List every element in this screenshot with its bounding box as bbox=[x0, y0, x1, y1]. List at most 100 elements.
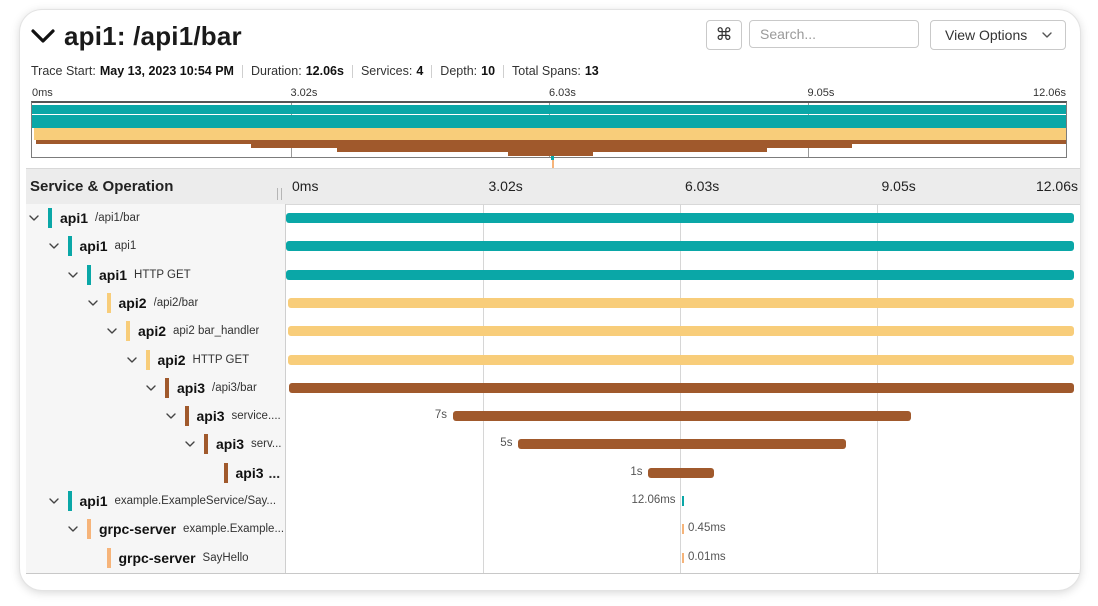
trace-title: api1: /api1/bar bbox=[64, 20, 242, 51]
span-service-name: api2 bbox=[118, 294, 147, 311]
expand-chevron-icon[interactable] bbox=[48, 496, 60, 506]
span-label-pane: api1/api1/bar api1 api1 api1 HTTP GET api2/ap… bbox=[26, 204, 286, 574]
span-duration-label: 5s bbox=[500, 437, 513, 450]
meta-separator bbox=[351, 64, 353, 78]
service-color-indicator bbox=[165, 377, 169, 398]
span-bar[interactable] bbox=[681, 496, 684, 506]
minimap-tick-label: 12.06s bbox=[1032, 87, 1066, 99]
meta-item: Total Spans: 13 bbox=[512, 64, 599, 78]
service-color-indicator bbox=[67, 491, 72, 511]
expand-chevron-icon[interactable] bbox=[145, 383, 157, 393]
span-row[interactable]: api3... bbox=[26, 459, 286, 487]
expand-chevron-icon[interactable] bbox=[165, 411, 177, 421]
expand-chevron-icon[interactable] bbox=[67, 524, 79, 534]
span-duration-label: 0.45ms bbox=[687, 522, 726, 535]
minimap-span-bar bbox=[551, 164, 554, 168]
expand-chevron-icon[interactable] bbox=[48, 241, 60, 251]
expand-chevron-icon[interactable] bbox=[67, 270, 79, 280]
span-service-name: api1 bbox=[79, 493, 108, 509]
span-row[interactable]: api2/api2/bar bbox=[26, 289, 286, 317]
meta-separator bbox=[241, 64, 243, 78]
minimap-span-bar bbox=[32, 105, 1066, 114]
span-row[interactable]: api3 serv... bbox=[26, 430, 286, 458]
meta-separator bbox=[431, 64, 433, 78]
timeline-tick-label: 9.05s bbox=[881, 178, 916, 194]
span-row[interactable]: api1 api1 bbox=[26, 232, 286, 260]
service-color-indicator bbox=[106, 292, 111, 313]
meta-value: 13 bbox=[584, 64, 599, 78]
span-duration-label: 0.01ms bbox=[687, 550, 726, 563]
meta-label: Services: bbox=[360, 64, 413, 78]
span-bar[interactable] bbox=[287, 326, 1074, 337]
meta-label: Depth: bbox=[440, 64, 478, 78]
expand-chevron-icon[interactable] bbox=[184, 439, 196, 449]
span-row[interactable]: api1/api1/bar bbox=[26, 204, 286, 232]
trace-minimap[interactable] bbox=[31, 101, 1067, 168]
span-operation-name: HTTP GET bbox=[192, 353, 250, 366]
view-options-button[interactable]: View Options bbox=[930, 20, 1066, 50]
expand-chevron-icon[interactable] bbox=[87, 298, 99, 308]
minimap-span-bar bbox=[32, 124, 1066, 128]
span-bar[interactable] bbox=[518, 439, 847, 450]
span-bar[interactable] bbox=[286, 269, 1074, 280]
span-service-name: api1 bbox=[99, 266, 128, 283]
span-duration-label: 12.06ms bbox=[631, 494, 676, 506]
span-service-name: api3 bbox=[235, 464, 264, 481]
span-row[interactable]: api1 HTTP GET bbox=[26, 261, 286, 289]
meta-item: Duration: 12.06s bbox=[251, 64, 344, 78]
span-bar[interactable] bbox=[286, 213, 1074, 223]
span-bar[interactable] bbox=[648, 467, 714, 478]
service-color-indicator bbox=[126, 321, 130, 342]
chevron-down-icon bbox=[1042, 32, 1052, 38]
expand-chevron-icon[interactable] bbox=[28, 213, 40, 223]
trace-title-row: api1: /api1/bar bbox=[30, 16, 242, 56]
meta-item: Services: 4 bbox=[361, 64, 423, 78]
service-color-indicator bbox=[184, 406, 189, 427]
span-operation-name: serv... bbox=[251, 438, 282, 451]
meta-label: Duration: bbox=[250, 64, 302, 78]
timeline-tick-label: 0ms bbox=[292, 178, 319, 194]
service-color-indicator bbox=[48, 208, 52, 228]
span-service-name: grpc-server bbox=[118, 549, 196, 566]
minimap-tick-label: 6.03s bbox=[549, 87, 576, 99]
span-row[interactable]: api2 api2 bar_handler bbox=[26, 317, 286, 345]
span-service-name: api3 bbox=[216, 436, 245, 453]
timeline-tick-label: 3.02s bbox=[488, 178, 523, 194]
meta-separator bbox=[503, 64, 505, 78]
span-row[interactable]: grpc-server SayHello bbox=[26, 544, 286, 572]
span-bar[interactable] bbox=[286, 241, 1074, 252]
span-bar[interactable] bbox=[289, 382, 1074, 393]
expand-chevron-icon[interactable] bbox=[126, 355, 138, 365]
minimap-span-bar bbox=[551, 160, 554, 164]
meta-item: Depth: 10 bbox=[440, 64, 495, 78]
meta-value: May 13, 2023 10:54 PM bbox=[99, 64, 234, 78]
span-operation-name: /api3/bar bbox=[212, 381, 257, 394]
span-duration-label: 7s bbox=[434, 409, 448, 422]
span-bar[interactable] bbox=[287, 297, 1074, 308]
collapse-chevron-icon[interactable] bbox=[30, 23, 56, 49]
span-rows: api1/api1/bar api1 api1 api1 HTTP GET api2/ap… bbox=[26, 204, 1080, 574]
span-service-name: api2 bbox=[138, 323, 167, 340]
meta-label: Total Spans: bbox=[512, 64, 581, 78]
span-row[interactable]: grpc-server example.Example... bbox=[26, 515, 286, 543]
span-bar[interactable] bbox=[681, 552, 684, 563]
span-row[interactable]: api3 service.... bbox=[26, 402, 286, 430]
span-row[interactable]: api1 example.ExampleService/Say... bbox=[26, 487, 286, 515]
meta-label: Trace Start: bbox=[31, 64, 96, 78]
span-bar[interactable] bbox=[287, 354, 1074, 365]
service-color-indicator bbox=[145, 349, 150, 370]
span-operation-name: SayHello bbox=[202, 551, 249, 564]
timeline-tick-label: 12.06s bbox=[1035, 178, 1078, 194]
span-row[interactable]: api2 HTTP GET bbox=[26, 346, 286, 374]
service-color-indicator bbox=[67, 236, 72, 257]
expand-chevron-icon[interactable] bbox=[106, 326, 118, 336]
span-row[interactable]: api3/api3/bar bbox=[26, 374, 286, 402]
timeline-tick-label: 6.03s bbox=[685, 178, 720, 194]
meta-value: 10 bbox=[481, 64, 496, 78]
command-palette-button[interactable]: ⌘ bbox=[706, 20, 742, 50]
span-bar[interactable] bbox=[681, 524, 684, 535]
span-bar[interactable] bbox=[453, 411, 911, 422]
search-input[interactable] bbox=[749, 20, 919, 48]
column-resize-handle[interactable] bbox=[277, 188, 282, 200]
minimap-span-bar bbox=[34, 132, 1066, 136]
